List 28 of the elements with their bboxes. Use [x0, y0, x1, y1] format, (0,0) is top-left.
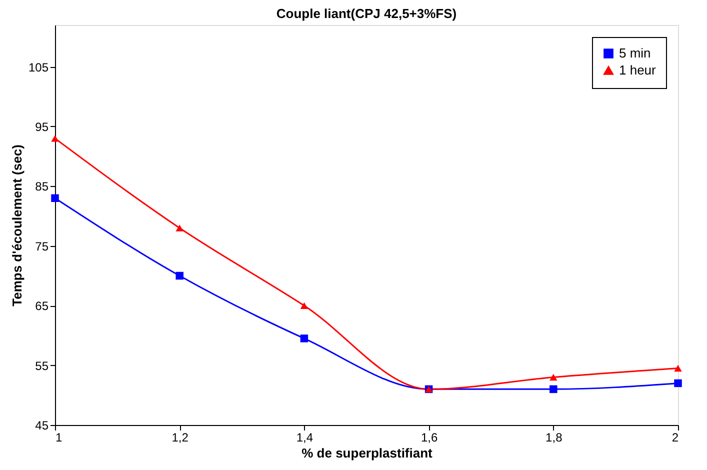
- point: [176, 272, 184, 280]
- x-tick-label: 1: [56, 430, 62, 444]
- y-tick-label: 45: [35, 418, 49, 432]
- y-tick-label: 105: [28, 60, 49, 74]
- point: [300, 334, 308, 342]
- point: [550, 374, 558, 381]
- legend-label: 1 heur: [619, 62, 657, 78]
- y-tick-label: 55: [35, 358, 49, 373]
- point: [300, 302, 308, 309]
- y-axis-title: Temps d'écoulement (sec): [9, 144, 24, 306]
- x-tick-label: 1,6: [420, 430, 438, 444]
- x-tick-label: 1,8: [546, 430, 563, 444]
- x-tick-label: 1,4: [296, 430, 314, 444]
- y-tick-label: 65: [35, 299, 49, 314]
- x-tick-label: 1,2: [172, 430, 189, 444]
- point: [674, 379, 682, 388]
- point: [550, 385, 558, 394]
- y-tick-label: 95: [35, 120, 49, 134]
- point: [51, 135, 59, 142]
- y-tick-label: 75: [35, 239, 49, 254]
- point: [674, 364, 682, 372]
- y-tick-label: 85: [35, 180, 49, 194]
- point: [176, 224, 184, 232]
- legend-label: 5 min: [619, 46, 651, 60]
- point: [51, 194, 59, 202]
- x-tick-label: 2: [672, 430, 679, 444]
- x-axis-title: % de superplastifiant: [302, 446, 434, 460]
- chart-title: Couple liant(CPJ 42,5+3%FS): [276, 6, 457, 21]
